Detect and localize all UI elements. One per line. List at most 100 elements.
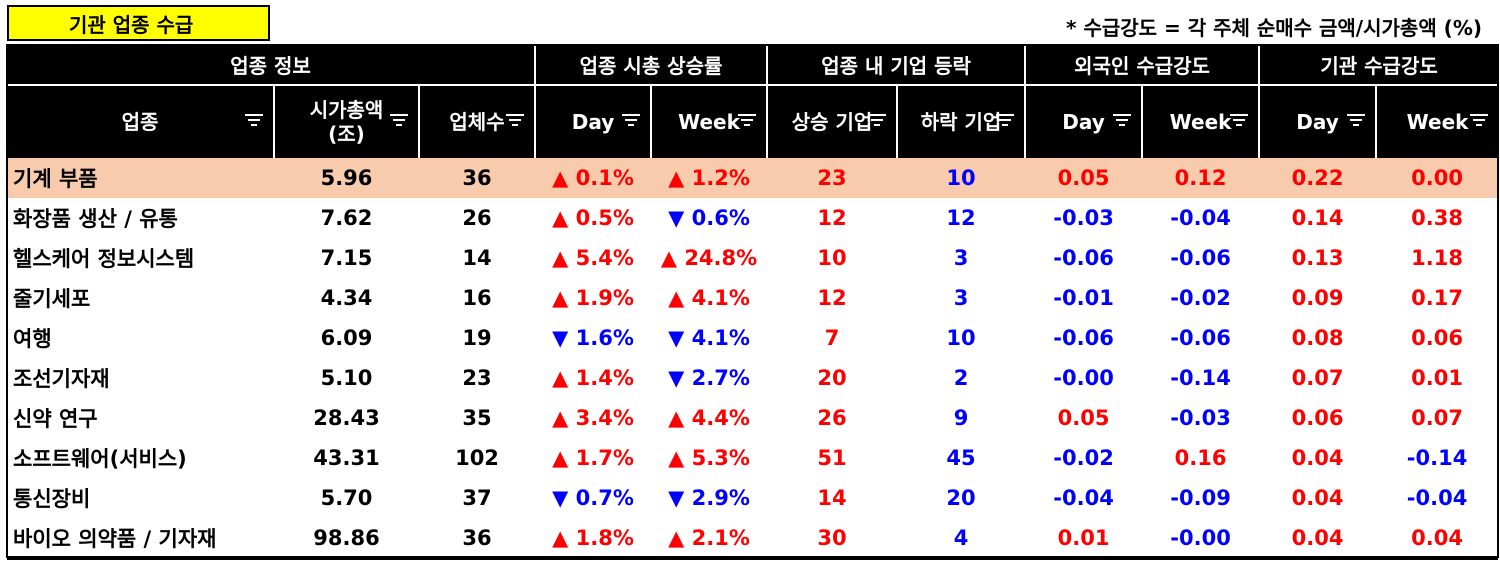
cell-mc-week: ▼ 2.7%: [668, 366, 750, 390]
cell-count: 16: [462, 286, 492, 310]
group-mcap-change: 업종 시총 상승률: [534, 44, 768, 86]
cell-i-week: 0.01: [1411, 366, 1463, 390]
cell-down: 20: [946, 486, 976, 510]
filter-icon[interactable]: [996, 114, 1015, 130]
cell-sector: 화장품 생산 / 유통: [13, 207, 178, 231]
cell-mc-day: ▲ 5.4%: [552, 246, 634, 270]
cell-f-week: -0.04: [1170, 206, 1231, 230]
cell-mc-day: ▼ 0.7%: [552, 486, 634, 510]
cell-mcap: 98.86: [274, 518, 419, 560]
cell-down: 9: [953, 406, 969, 430]
table-row: 헬스케어 정보시스템 7.15 14 ▲ 5.4% ▲ 24.8% 10 3 -0.06 -0.…: [7, 238, 1498, 278]
column-header-mcap: 시가총액 (조): [273, 85, 419, 158]
column-header-foreign-day: Day: [1024, 85, 1143, 158]
cell-f-day: 0.05: [1025, 158, 1143, 198]
cell-up: 12: [817, 206, 847, 230]
cell-f-day: 0.01: [1025, 518, 1143, 560]
cell-i-day: 0.09: [1291, 286, 1344, 310]
cell-count: 23: [462, 366, 492, 390]
cell-f-week: -0.06: [1170, 246, 1231, 270]
table-row: 조선기자재 5.10 23 ▲ 1.4% ▼ 2.7% 20 2 -0.00 -0.14 0.07…: [7, 358, 1498, 398]
table-row: 통신장비 5.70 37 ▼ 0.7% ▼ 2.9% 14 20 -0.04 -0.09 0.04…: [7, 478, 1498, 518]
cell-mc-week: ▼ 0.6%: [668, 206, 750, 230]
cell-sector: 줄기세포: [13, 287, 91, 311]
cell-sector: 조선기자재: [13, 367, 110, 391]
cell-i-week: 0.17: [1411, 286, 1463, 310]
cell-up: 12: [817, 286, 847, 310]
cell-i-week: -0.04: [1406, 486, 1468, 510]
cell-mcap: 5.96: [274, 158, 419, 198]
cell-f-day: -0.02: [1053, 446, 1114, 470]
cell-up: 51: [817, 446, 847, 470]
cell-f-day: -0.00: [1053, 366, 1114, 390]
column-header-sector: 업종: [7, 85, 274, 158]
filter-icon[interactable]: [622, 114, 641, 130]
cell-count: 35: [462, 406, 492, 430]
table-row: 바이오 의약품 / 기자재 98.86 36 ▲ 1.8% ▲ 2.1% 30 4 0.01-…: [7, 518, 1499, 560]
cell-sector: 통신장비: [13, 487, 91, 511]
cell-count: 102: [455, 446, 499, 470]
cell-f-day: -0.06: [1053, 326, 1114, 350]
cell-f-week: 0.12: [1142, 158, 1260, 198]
cell-mcap: 6.09: [320, 326, 373, 350]
cell-f-day: -0.06: [1053, 246, 1114, 270]
filter-icon[interactable]: [1113, 114, 1132, 130]
filter-icon[interactable]: [868, 114, 887, 130]
cell-up: 30: [767, 518, 898, 560]
cell-mc-day: ▲ 0.5%: [552, 206, 634, 230]
cell-mcap: 28.43: [313, 406, 380, 430]
cell-i-day: 0.06: [1291, 406, 1344, 430]
cell-i-week: 1.18: [1411, 246, 1463, 270]
cell-mc-week: ▲ 2.1%: [651, 518, 768, 560]
cell-down: 3: [953, 246, 969, 270]
cell-mc-week: ▼ 4.1%: [668, 326, 750, 350]
cell-mc-day: ▲ 1.8%: [535, 518, 652, 560]
cell-up: 14: [817, 486, 847, 510]
strength-formula-note: * 수급강도 = 각 주체 순매수 금액/시가총액 (%): [1066, 16, 1482, 40]
cell-mc-week: ▲ 24.8%: [660, 246, 758, 270]
filter-icon[interactable]: [1347, 114, 1366, 130]
column-header-mcap-day: Day: [534, 85, 652, 158]
cell-sector: 여행: [13, 327, 52, 351]
cell-mc-day: ▲ 1.9%: [552, 286, 634, 310]
cell-i-week: 0.38: [1411, 206, 1463, 230]
cell-count: 36: [419, 158, 536, 198]
column-header-institution-day: Day: [1258, 85, 1377, 158]
cell-f-week: 0.16: [1174, 446, 1227, 470]
filter-icon[interactable]: [390, 114, 408, 130]
cell-mc-day: ▲ 3.4%: [552, 406, 634, 430]
cell-count: 36: [419, 518, 536, 560]
cell-i-week: 0.00: [1376, 158, 1499, 198]
column-header-up: 상승 기업: [766, 85, 898, 158]
group-advance-decline: 업종 내 기업 등락: [766, 44, 1026, 86]
cell-up: 7: [824, 326, 840, 350]
column-header-foreign-week: Week: [1141, 85, 1260, 158]
cell-down: 12: [946, 206, 976, 230]
cell-f-week: -0.02: [1170, 286, 1231, 310]
filter-icon[interactable]: [506, 114, 525, 130]
cell-f-week: -0.03: [1170, 406, 1231, 430]
filter-icon[interactable]: [245, 114, 263, 130]
filter-icon[interactable]: [1230, 114, 1249, 130]
cell-count: 26: [462, 206, 492, 230]
filter-icon[interactable]: [738, 114, 757, 130]
cell-mc-day: ▲ 1.7%: [552, 446, 634, 470]
cell-i-day: 0.04: [1291, 446, 1344, 470]
cell-i-day: 0.22: [1259, 158, 1377, 198]
cell-sector: 소프트웨어(서비스): [13, 447, 187, 471]
cell-f-week: -0.09: [1170, 486, 1231, 510]
table-row: 기계 부품 5.96 36 ▲ 0.1% ▲ 1.2% 23 10 0.05 0.12 0.22 0…: [7, 158, 1499, 198]
cell-mcap: 5.10: [320, 366, 373, 390]
cell-mc-week: ▲ 1.2%: [651, 158, 768, 198]
cell-down: 3: [953, 286, 969, 310]
cell-down: 4: [897, 518, 1026, 560]
cell-mc-day: ▼ 1.6%: [552, 326, 634, 350]
cell-down: 45: [946, 446, 976, 470]
table-row: 소프트웨어(서비스) 43.31 102 ▲ 1.7% ▲ 5.3% 51 45 -0.02 0…: [7, 438, 1498, 478]
cell-mc-week: ▲ 4.4%: [668, 406, 750, 430]
cell-i-week: -0.14: [1406, 446, 1468, 470]
cell-f-day: 0.05: [1057, 406, 1110, 430]
page-title: 기관 업종 수급: [7, 5, 270, 41]
group-sector-info: 업종 정보: [7, 44, 536, 86]
filter-icon[interactable]: [1470, 114, 1489, 130]
